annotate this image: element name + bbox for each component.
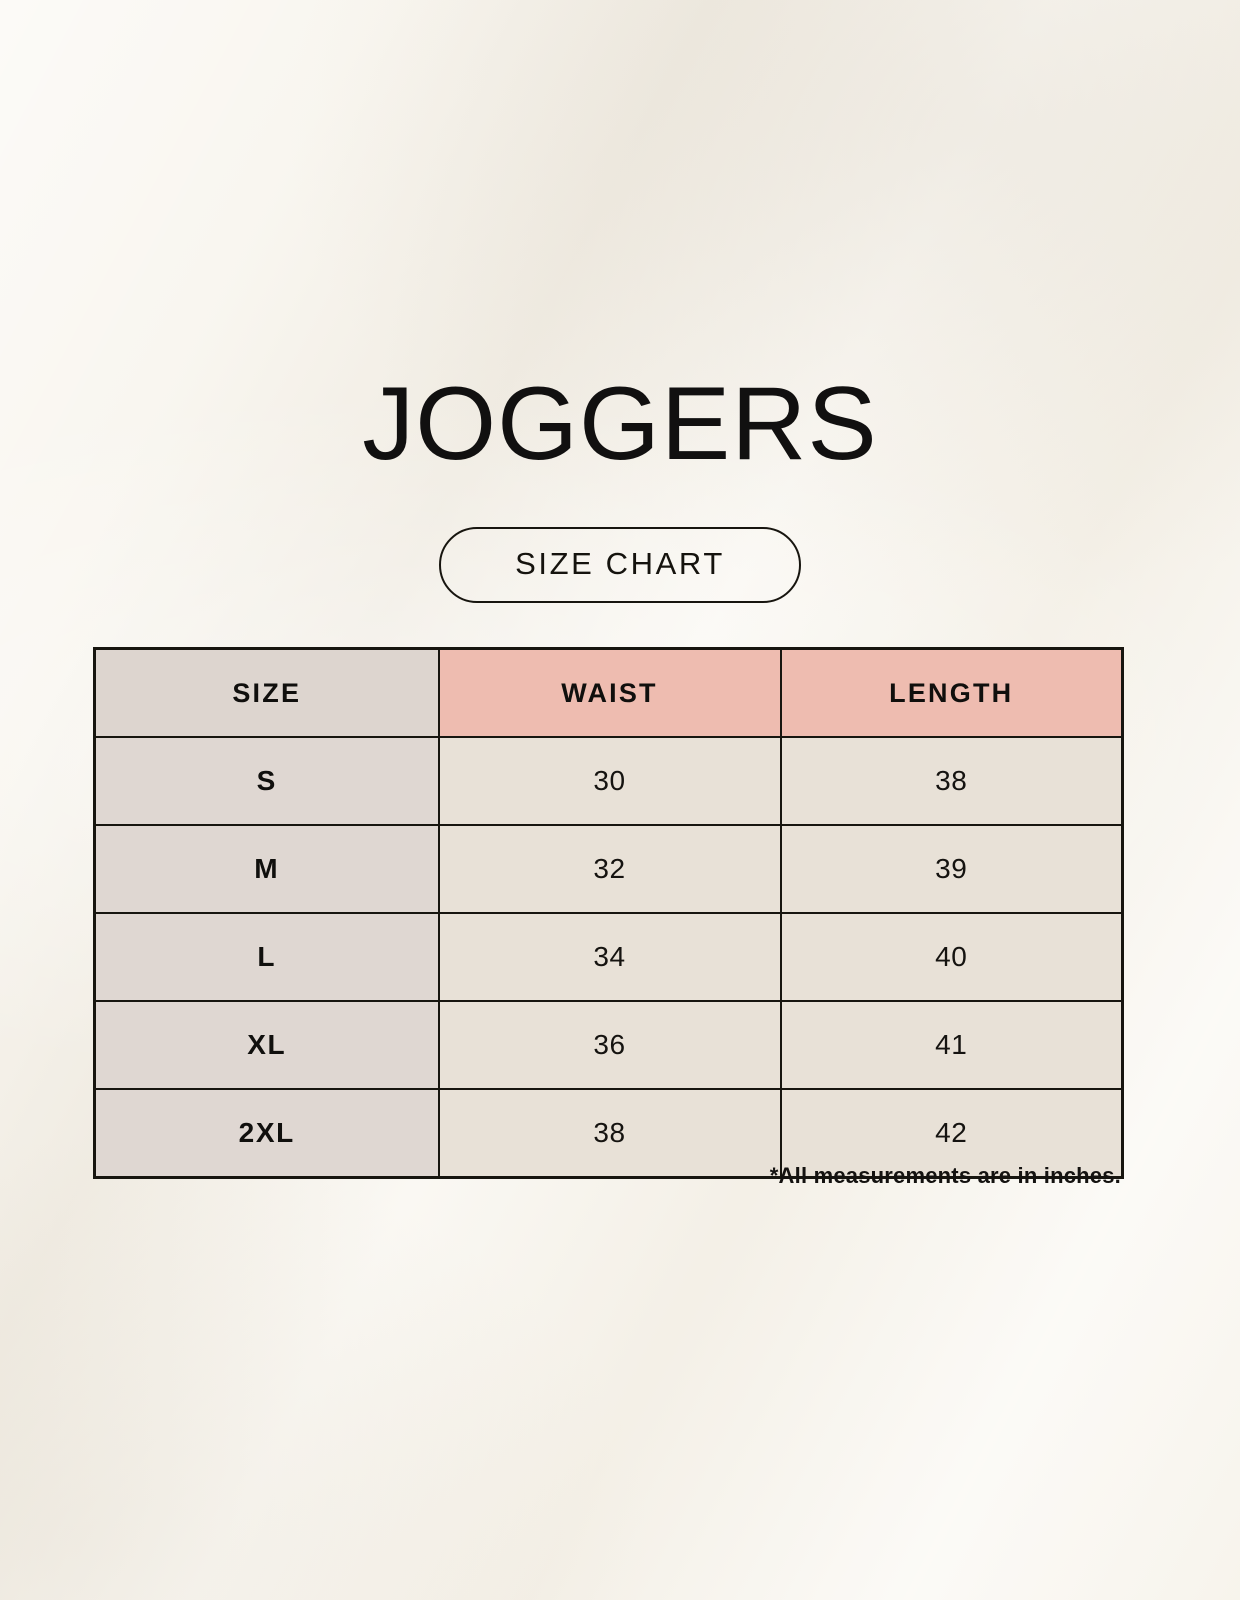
- cell-length: 39: [779, 824, 1124, 914]
- column-header-length: LENGTH: [779, 647, 1124, 738]
- cell-length: 41: [779, 1000, 1124, 1090]
- cell-size: 2XL: [93, 1088, 440, 1179]
- cell-size: L: [93, 912, 440, 1002]
- column-header-waist: WAIST: [437, 647, 782, 738]
- table-row: M 32 39: [93, 824, 1124, 914]
- cell-length: 38: [779, 736, 1124, 826]
- cell-size: S: [93, 736, 440, 826]
- table-row: 2XL 38 42: [93, 1088, 1124, 1179]
- column-header-size: SIZE: [93, 647, 440, 738]
- page-title: JOGGERS: [362, 366, 878, 482]
- size-table-container: SIZE WAIST LENGTH S 30 38 M 32 39 L: [93, 647, 1124, 1179]
- cell-waist: 38: [437, 1088, 782, 1179]
- cell-size: M: [93, 824, 440, 914]
- table-body: S 30 38 M 32 39 L 34 40 XL 36 41: [93, 736, 1124, 1179]
- cell-waist: 32: [437, 824, 782, 914]
- table-row: S 30 38: [93, 736, 1124, 826]
- cell-waist: 30: [437, 736, 782, 826]
- cell-length: 42: [779, 1088, 1124, 1179]
- table-header-row: SIZE WAIST LENGTH: [93, 647, 1124, 738]
- cell-size: XL: [93, 1000, 440, 1090]
- table-row: XL 36 41: [93, 1000, 1124, 1090]
- table-header: SIZE WAIST LENGTH: [93, 647, 1124, 738]
- size-table: SIZE WAIST LENGTH S 30 38 M 32 39 L: [93, 647, 1124, 1179]
- cell-waist: 36: [437, 1000, 782, 1090]
- badge-container: SIZE CHART: [0, 527, 1240, 603]
- measurement-footnote: *All measurements are in inches.: [769, 1163, 1121, 1188]
- table-row: L 34 40: [93, 912, 1124, 1002]
- cell-waist: 34: [437, 912, 782, 1002]
- cell-length: 40: [779, 912, 1124, 1002]
- size-chart-badge: SIZE CHART: [439, 527, 801, 603]
